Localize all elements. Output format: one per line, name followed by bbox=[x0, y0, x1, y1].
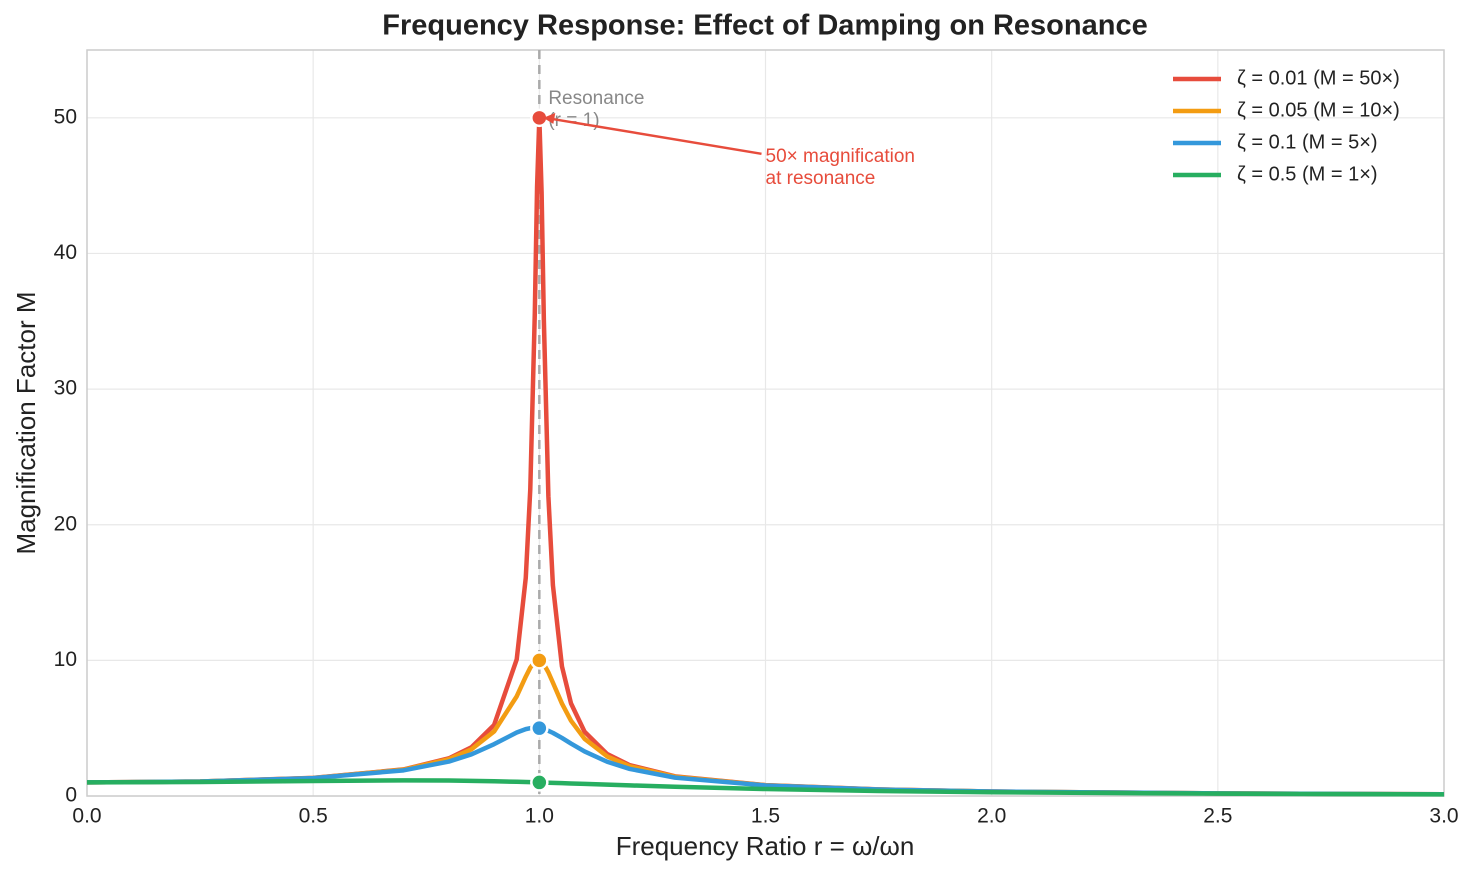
x-tick-label: 3.0 bbox=[1429, 805, 1458, 828]
annotation: Resonance bbox=[548, 88, 644, 109]
x-axis-label: Frequency Ratio r = ω/ωn bbox=[616, 831, 915, 861]
legend: ζ = 0.01 (M = 50×) ζ = 0.05 (M = 10×) ζ = … bbox=[1173, 67, 1400, 185]
arrow-head bbox=[543, 112, 556, 124]
annotation: at resonance bbox=[766, 168, 876, 189]
legend-label: ζ = 0.1 (M = 5×) bbox=[1237, 131, 1378, 153]
annotation-arrow bbox=[551, 117, 762, 156]
legend-label: ζ = 0.5 (M = 1×) bbox=[1237, 163, 1378, 185]
x-tick-label: 0.0 bbox=[72, 805, 101, 828]
y-tick-label: 30 bbox=[54, 377, 77, 400]
y-axis-label: Magnification Factor M bbox=[11, 292, 41, 555]
y-tick-label: 20 bbox=[54, 512, 77, 535]
x-tick-label: 2.5 bbox=[1203, 805, 1232, 828]
peak-marker bbox=[530, 773, 549, 792]
y-tick-label: 50 bbox=[54, 105, 77, 128]
legend-label: ζ = 0.01 (M = 50×) bbox=[1237, 67, 1400, 89]
x-tick-label: 1.5 bbox=[751, 805, 780, 828]
peak-marker bbox=[530, 651, 549, 670]
plot-frame bbox=[86, 49, 1445, 797]
y-tick-label: 0 bbox=[65, 784, 77, 807]
y-tick-label: 40 bbox=[54, 241, 77, 264]
legend-label: ζ = 0.05 (M = 10×) bbox=[1237, 99, 1400, 121]
peak-marker bbox=[530, 718, 549, 738]
annotation: 50× magnification bbox=[766, 146, 915, 167]
x-tick-label: 2.0 bbox=[977, 805, 1006, 828]
x-tick-label: 0.5 bbox=[299, 805, 328, 828]
x-tick-label: 1.0 bbox=[525, 805, 554, 828]
chart-title: Frequency Response: Effect of Damping on… bbox=[382, 10, 1147, 42]
y-tick-label: 10 bbox=[54, 648, 77, 671]
